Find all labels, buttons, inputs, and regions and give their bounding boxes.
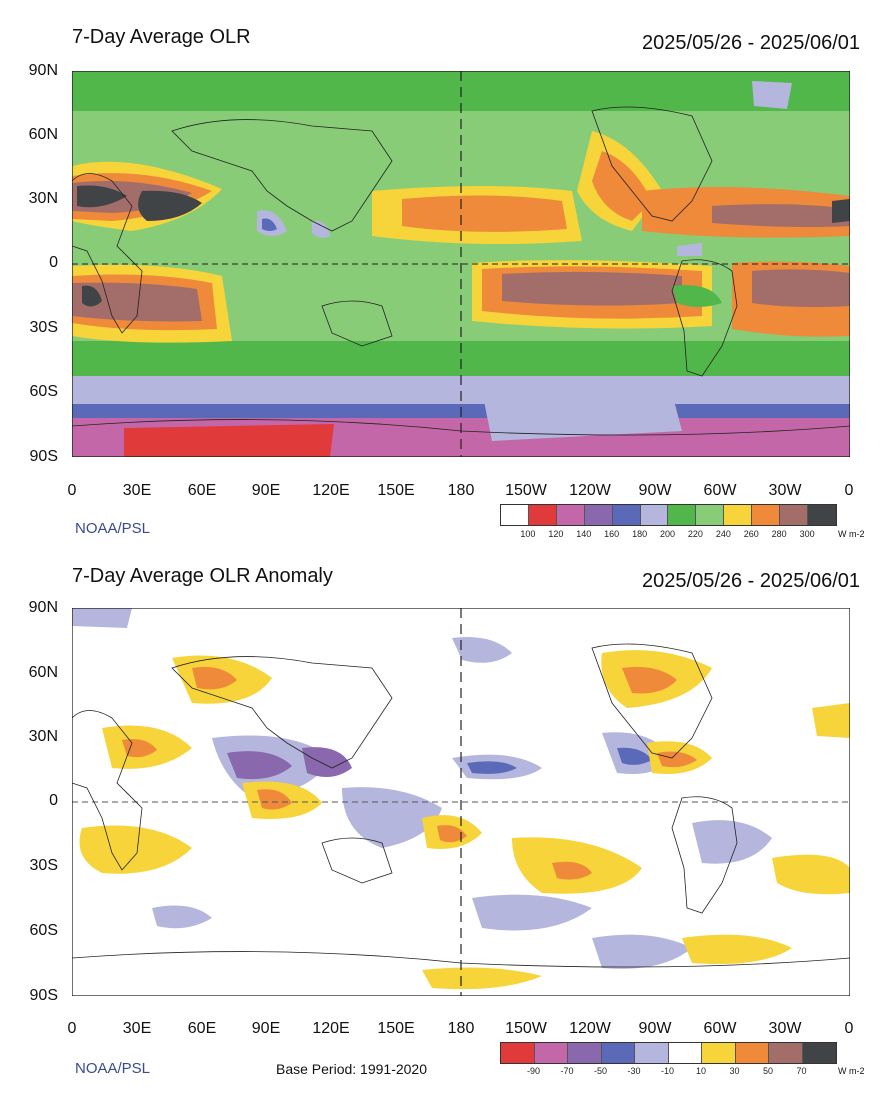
colorbar-tick-label: 100 bbox=[520, 529, 536, 539]
lon-label: 0 bbox=[844, 1020, 854, 1037]
colorbar-tick-label: 70 bbox=[796, 1066, 807, 1076]
lon-label: 120E bbox=[312, 1020, 350, 1037]
colorbar-swatch bbox=[568, 1043, 602, 1063]
lat-label: 30S bbox=[29, 319, 58, 336]
units-label: W m-2 bbox=[838, 529, 865, 539]
lat-label: 60S bbox=[29, 383, 58, 400]
colorbar-swatch bbox=[601, 1043, 635, 1063]
date-range: 2025/05/26 - 2025/06/01 bbox=[642, 570, 860, 592]
lat-label: 60N bbox=[28, 126, 58, 143]
credit-label: NOAA/PSL bbox=[75, 520, 151, 537]
colorbar-tick-label: 140 bbox=[576, 529, 592, 539]
olr-anomaly-panel: 7-Day Average OLR Anomaly 2025/05/26 - 2… bbox=[0, 545, 880, 1099]
lon-label: 30E bbox=[122, 1020, 152, 1037]
colorbar-tick-label: -90 bbox=[526, 1066, 541, 1076]
colorbar-tick-label: 180 bbox=[632, 529, 648, 539]
colorbar-swatch bbox=[501, 505, 529, 525]
olr-panel: 7-Day Average OLR 2025/05/26 - 2025/06/0… bbox=[0, 0, 880, 545]
colorbar-swatch bbox=[752, 505, 781, 525]
colorbar bbox=[500, 504, 837, 526]
colorbar-tick-label: -10 bbox=[660, 1066, 675, 1076]
colorbar-swatch bbox=[696, 505, 725, 525]
colorbar-swatch bbox=[735, 1043, 769, 1063]
colorbar-tick-label: 260 bbox=[743, 529, 759, 539]
lat-label: 90N bbox=[28, 62, 58, 79]
lon-label: 120W bbox=[569, 482, 611, 499]
colorbar-ticks: 100 120 140 160 180 200 220 240 260 280 300 bbox=[500, 529, 835, 541]
lon-label: 150W bbox=[505, 482, 547, 499]
lon-label: 0 bbox=[844, 482, 854, 499]
colorbar-swatch bbox=[584, 505, 613, 525]
colorbar-swatch bbox=[668, 505, 697, 525]
colorbar-swatch bbox=[769, 1043, 803, 1063]
colorbar-tick-label: 300 bbox=[799, 529, 815, 539]
lon-label: 30E bbox=[122, 482, 152, 499]
lon-label: 60W bbox=[703, 482, 737, 499]
colorbar-tick-label: 30 bbox=[729, 1066, 740, 1076]
colorbar-tick-label: 10 bbox=[695, 1066, 707, 1076]
colorbar-tick-label: 120 bbox=[548, 529, 564, 539]
units-label: W m-2 bbox=[838, 1066, 865, 1076]
colorbar-tick-label: 50 bbox=[762, 1066, 774, 1076]
colorbar-tick-label: 280 bbox=[771, 529, 787, 539]
lat-label: 0 bbox=[49, 254, 58, 271]
panel-title: 7-Day Average OLR Anomaly bbox=[72, 565, 333, 587]
lat-label: 60S bbox=[29, 922, 58, 939]
lat-label: 90S bbox=[29, 448, 58, 465]
colorbar-swatch bbox=[635, 1043, 669, 1063]
colorbar-swatch bbox=[534, 1043, 568, 1063]
colorbar-swatch bbox=[780, 505, 808, 525]
colorbar-tick-label: -30 bbox=[627, 1066, 641, 1076]
colorbar-tick-label: 200 bbox=[659, 529, 676, 539]
lat-label: 30S bbox=[29, 857, 58, 874]
date-range: 2025/05/26 - 2025/06/01 bbox=[642, 32, 860, 54]
colorbar-swatch bbox=[802, 1043, 836, 1063]
lat-label: 60N bbox=[28, 664, 58, 681]
colorbar-tick-label: 220 bbox=[687, 529, 703, 539]
colorbar-swatch bbox=[702, 1043, 736, 1063]
lon-label: 150E bbox=[377, 1020, 415, 1037]
colorbar-tick-label: -50 bbox=[593, 1066, 608, 1076]
colorbar bbox=[500, 1042, 837, 1064]
colorbar-swatch bbox=[528, 505, 557, 525]
colorbar-swatch bbox=[668, 1043, 702, 1063]
lon-label: 90W bbox=[638, 1020, 672, 1037]
lon-label: 60W bbox=[703, 1020, 737, 1037]
colorbar-tick-label: -70 bbox=[560, 1066, 574, 1076]
lon-label: 0 bbox=[67, 1020, 77, 1037]
lon-label: 120E bbox=[312, 482, 350, 499]
panel-title: 7-Day Average OLR bbox=[72, 26, 251, 48]
colorbar-swatch bbox=[556, 505, 585, 525]
lon-label: 90W bbox=[638, 482, 672, 499]
olr-anomaly-map bbox=[72, 608, 850, 996]
lat-label: 30N bbox=[28, 190, 58, 207]
colorbar-tick-label: 240 bbox=[715, 529, 731, 539]
credit-label: NOAA/PSL bbox=[75, 1060, 151, 1077]
colorbar-ticks: -90 -70 -50 -30 -10 10 30 50 70 bbox=[500, 1066, 835, 1078]
colorbar-swatch bbox=[612, 505, 641, 525]
lat-label: 0 bbox=[49, 792, 58, 809]
lon-label: 90E bbox=[251, 1020, 281, 1037]
lat-label: 90S bbox=[29, 987, 58, 1004]
olr-map bbox=[72, 71, 850, 457]
lon-label: 0 bbox=[67, 482, 77, 499]
lon-label: 150E bbox=[377, 482, 415, 499]
lon-label: 30W bbox=[768, 482, 802, 499]
colorbar-swatch bbox=[807, 505, 836, 525]
lon-label: 150W bbox=[505, 1020, 547, 1037]
lon-label: 90E bbox=[251, 482, 281, 499]
lat-label: 90N bbox=[28, 599, 58, 616]
colorbar-tick-label: 160 bbox=[604, 529, 620, 539]
colorbar-swatch bbox=[724, 505, 753, 525]
base-period-label: Base Period: 1991-2020 bbox=[276, 1061, 427, 1077]
lon-label: 180 bbox=[447, 1020, 475, 1037]
lon-label: 120W bbox=[569, 1020, 611, 1037]
colorbar-swatch bbox=[640, 505, 669, 525]
lon-label: 60E bbox=[187, 482, 217, 499]
colorbar-swatch bbox=[501, 1043, 535, 1063]
lon-label: 30W bbox=[768, 1020, 802, 1037]
lat-label: 30N bbox=[28, 728, 58, 745]
lon-label: 180 bbox=[447, 482, 475, 499]
lon-label: 60E bbox=[187, 1020, 217, 1037]
